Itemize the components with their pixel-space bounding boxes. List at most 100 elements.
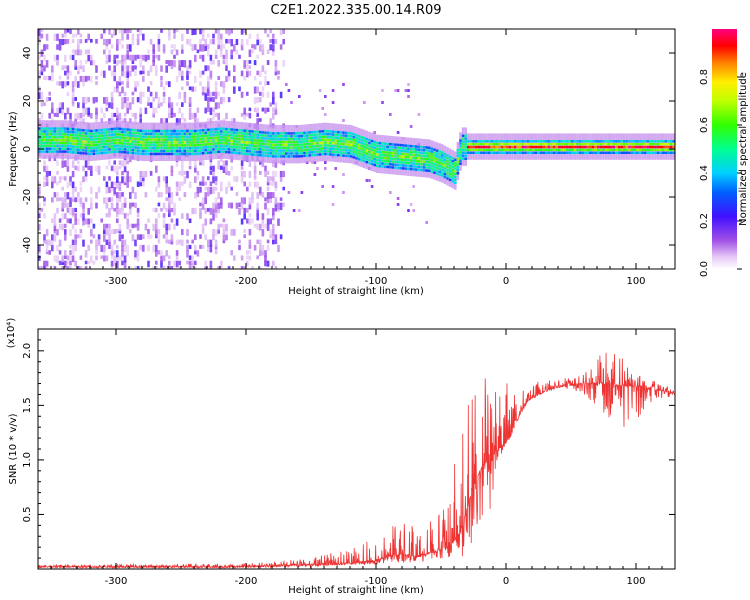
heatmap-cell: [108, 186, 111, 193]
heatmap-cell: [71, 142, 75, 145]
heatmap-cell: [568, 145, 571, 149]
heatmap-cell: [552, 142, 556, 146]
heatmap-cell: [240, 152, 244, 155]
heatmap-cell: [155, 218, 158, 224]
heatmap-cell: [472, 140, 475, 143]
heatmap-cell: [178, 65, 181, 71]
heatmap-cell: [74, 142, 77, 146]
heatmap-cell: [175, 141, 179, 144]
heatmap-cell: [118, 81, 122, 86]
heatmap-cell: [204, 131, 207, 135]
heatmap-cell: [123, 142, 127, 145]
heatmap-cell: [628, 148, 631, 152]
heatmap-cell: [201, 33, 205, 41]
heatmap-cell: [66, 107, 70, 115]
heatmap-cell: [157, 176, 161, 183]
heatmap-cell: [131, 143, 135, 146]
heatmap-cell: [373, 140, 376, 144]
heatmap-cell: [82, 137, 85, 141]
heatmap-cell: [160, 75, 163, 81]
heatmap-cell: [121, 142, 124, 145]
heatmap-cell: [422, 148, 426, 152]
heatmap-cell: [168, 81, 171, 88]
heatmap-cell: [69, 218, 72, 224]
heatmap-cell: [279, 44, 283, 50]
heatmap-cell: [134, 239, 137, 247]
heatmap-cell: [633, 145, 636, 149]
heatmap-cell: [274, 132, 278, 135]
heatmap-cell: [90, 152, 93, 156]
heatmap-cell: [131, 128, 135, 132]
heatmap-cell: [56, 133, 59, 136]
heatmap-cell: [490, 148, 493, 152]
heatmap-cell: [394, 146, 397, 149]
heatmap-cell: [568, 140, 571, 143]
heatmap-cell: [38, 202, 41, 208]
heatmap-cell: [87, 143, 90, 147]
heatmap-cell: [165, 207, 168, 212]
heatmap-cell: [433, 168, 436, 172]
heatmap-cell: [500, 140, 504, 143]
heatmap-cell: [542, 140, 545, 143]
heatmap-cell: [79, 213, 83, 218]
heatmap-cell: [630, 140, 634, 143]
heatmap-cell: [428, 152, 431, 155]
heatmap-cell: [157, 135, 161, 138]
heatmap-cell: [170, 44, 174, 49]
heatmap-cell: [430, 156, 434, 159]
heatmap-cell: [74, 260, 77, 267]
heatmap-cell: [246, 260, 249, 267]
heatmap-cell: [279, 149, 283, 152]
heatmap-cell: [246, 65, 249, 72]
heatmap-cell: [45, 229, 49, 237]
heatmap-cell: [183, 170, 187, 175]
heatmap-cell: [84, 152, 88, 155]
heatmap-cell: [222, 86, 226, 94]
heatmap-cell: [160, 132, 163, 136]
heatmap-cell: [181, 170, 184, 177]
heatmap-cell: [331, 136, 335, 139]
heatmap-cell: [485, 151, 488, 154]
heatmap-cell: [633, 148, 636, 152]
heatmap-cell: [402, 167, 405, 170]
heatmap-cell: [188, 107, 192, 114]
heatmap-cell: [246, 250, 249, 255]
heatmap-cell: [45, 75, 49, 80]
heatmap-cell: [365, 179, 369, 182]
heatmap-cell: [425, 221, 428, 224]
heatmap-cell: [84, 75, 88, 82]
heatmap-cell: [61, 141, 64, 145]
x-tick-label: -100: [365, 276, 388, 287]
heatmap-cell: [321, 138, 324, 142]
heatmap-cell: [207, 151, 210, 154]
heatmap-cell: [82, 65, 85, 73]
heatmap-cell: [139, 143, 142, 147]
heatmap-cell: [152, 54, 155, 63]
heatmap-cell: [378, 165, 382, 168]
heatmap-cell: [79, 151, 83, 155]
heatmap-cell: [209, 260, 213, 268]
heatmap-cell: [134, 146, 137, 149]
heatmap-cell: [344, 154, 348, 158]
heatmap-cell: [121, 170, 124, 176]
heatmap-cell: [365, 158, 369, 161]
heatmap-cell: [220, 130, 223, 133]
heatmap-cell: [165, 135, 168, 138]
heatmap-cell: [451, 171, 454, 174]
heatmap-cell: [48, 91, 51, 96]
heatmap-cell: [233, 142, 236, 146]
heatmap-cell: [84, 266, 88, 269]
heatmap-cell: [318, 147, 322, 150]
heatmap-cell: [129, 128, 132, 131]
heatmap-cell: [402, 164, 405, 167]
heatmap-cell: [144, 138, 148, 141]
heatmap-cell: [235, 49, 239, 55]
heatmap-cell: [79, 65, 83, 70]
heatmap-cell: [61, 130, 64, 133]
heatmap-cell: [175, 149, 179, 153]
heatmap-cell: [74, 60, 77, 68]
heatmap-cell: [259, 250, 262, 257]
heatmap-cell: [243, 135, 246, 138]
heatmap-cell: [108, 229, 111, 237]
